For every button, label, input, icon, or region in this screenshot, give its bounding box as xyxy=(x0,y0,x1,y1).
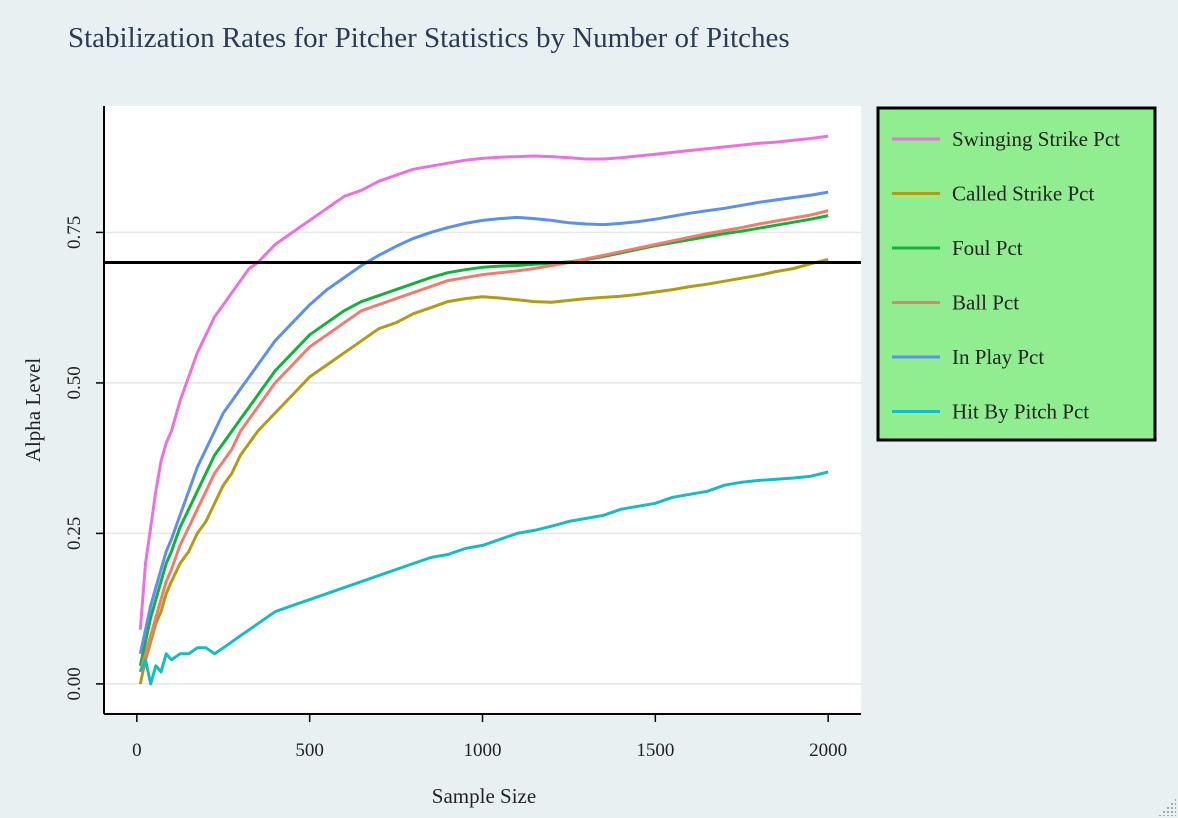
legend-label-4: In Play Pct xyxy=(952,345,1044,369)
x-tick-label-4: 2000 xyxy=(809,740,847,761)
legend-label-3: Ball Pct xyxy=(952,291,1019,315)
x-tick-label-1: 500 xyxy=(295,740,324,761)
series-line-hit-by-pitch-pct xyxy=(138,470,829,686)
grid-lines xyxy=(104,231,861,685)
series-line-foul-pct xyxy=(138,214,829,667)
legend-label-0: Swinging Strike Pct xyxy=(952,127,1120,151)
series-line-swinging-strike-pct xyxy=(138,134,829,630)
y-axis-ticks: 0.00 0.25 0.50 0.75 xyxy=(64,216,104,701)
series-lines xyxy=(138,134,829,686)
y-tick-label-2: 0.50 xyxy=(64,366,85,399)
x-tick-label-2: 1000 xyxy=(464,740,502,761)
legend-box xyxy=(876,106,1157,442)
y-tick-label-1: 0.25 xyxy=(64,517,85,550)
y-tick-label-3: 0.75 xyxy=(64,216,85,249)
legend-label-1: Called Strike Pct xyxy=(952,182,1094,206)
series-line-ball-pct xyxy=(138,209,829,673)
x-axis-ticks: 0 500 1000 1500 2000 xyxy=(132,714,847,761)
legend-label-5: Hit By Pitch Pct xyxy=(952,400,1089,424)
y-axis-title: Alpha Level xyxy=(21,358,45,463)
plot-panel xyxy=(104,106,861,714)
x-tick-label-3: 1500 xyxy=(636,740,674,761)
series-line-called-strike-pct xyxy=(138,258,829,685)
y-tick-label-0: 0.00 xyxy=(64,667,85,700)
x-axis-title: Sample Size xyxy=(432,784,536,808)
legend-label-2: Foul Pct xyxy=(952,236,1023,260)
legend: Swinging Strike Pct Called Strike Pct Foul… xyxy=(876,106,1157,442)
chart-title: Stabilization Rates for Pitcher Statisti… xyxy=(68,22,790,54)
x-tick-label-0: 0 xyxy=(132,740,142,761)
series-line-in-play-pct xyxy=(138,190,829,655)
